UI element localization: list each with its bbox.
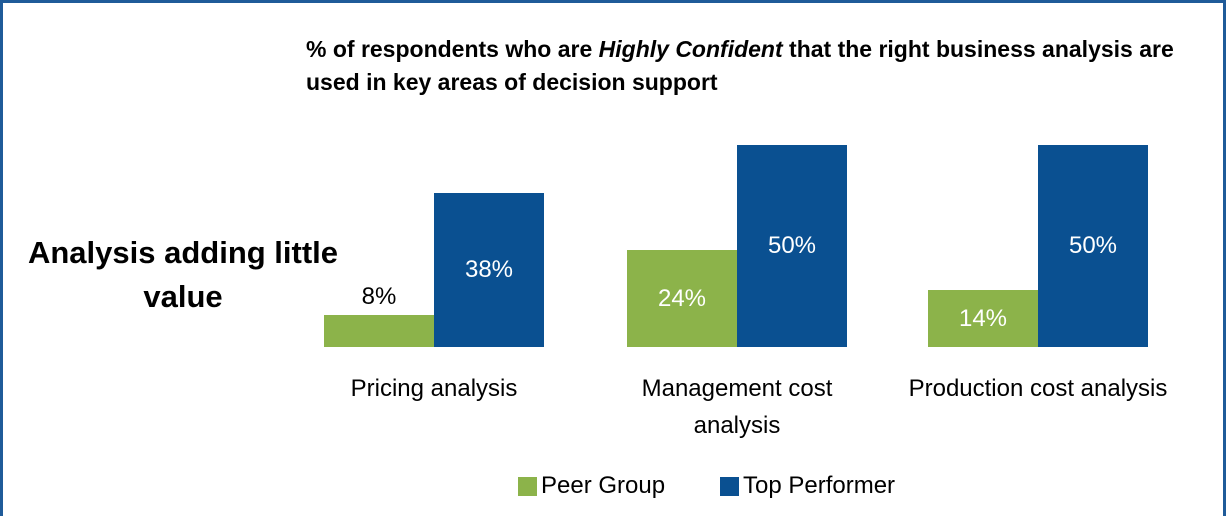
x-tick-label: Production cost analysis <box>908 375 1168 402</box>
data-label: 50% <box>1068 232 1118 259</box>
bar <box>1038 145 1148 347</box>
legend-label: Peer Group <box>541 472 666 499</box>
bar <box>928 290 1038 347</box>
annotation: Analysis adding little value <box>27 235 339 314</box>
x-tick-label: Management cost analysis <box>641 375 833 439</box>
bar <box>627 250 737 347</box>
bar <box>434 193 544 347</box>
data-label: 8% <box>361 282 397 310</box>
x-tick-label: Pricing analysis <box>350 375 518 402</box>
data-label: 24% <box>657 284 707 312</box>
bar <box>737 145 847 347</box>
legend-swatch <box>720 477 739 496</box>
legend-swatch <box>518 477 537 496</box>
bar <box>324 314 434 347</box>
title-part: that the right business analysis are use… <box>306 36 1174 95</box>
data-label: 38% <box>464 256 514 284</box>
data-label: 50% <box>767 232 817 259</box>
data-label: 14% <box>958 304 1008 332</box>
title-part: % of respondents who are <box>306 36 599 62</box>
chart-title: % of respondents who are Highly Confiden… <box>306 33 1186 99</box>
legend-label: Top Performer <box>743 472 896 499</box>
title-part: Highly Confident <box>598 36 783 62</box>
